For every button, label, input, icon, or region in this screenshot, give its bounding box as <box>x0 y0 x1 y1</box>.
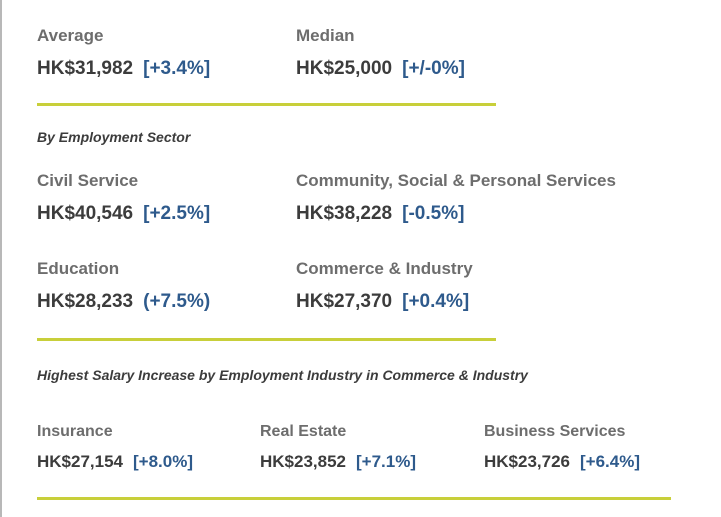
left-border-rule <box>0 0 2 517</box>
industry-item-value-row: HK$27,154 [+8.0%] <box>37 452 193 472</box>
sector-item: Education HK$28,233 (+7.5%) <box>37 259 210 313</box>
sector-item-amount: HK$40,546 <box>37 203 134 224</box>
median-amount: HK$25,000 <box>296 58 393 79</box>
industry-item-value-row: HK$23,726 [+6.4%] <box>484 452 640 472</box>
sector-heading: By Employment Sector <box>37 129 191 145</box>
industry-item-amount: HK$23,726 <box>484 452 571 471</box>
median-change: [+/-0%] <box>402 58 465 79</box>
sector-item-amount: HK$27,370 <box>296 291 393 312</box>
sector-item-label: Civil Service <box>37 171 139 190</box>
sector-item-change: [+0.4%] <box>402 291 470 312</box>
industry-item-amount: HK$23,852 <box>260 452 347 471</box>
average-label: Average <box>37 26 104 45</box>
industry-heading: Highest Salary Increase by Employment In… <box>37 367 528 383</box>
median-value-row: HK$25,000 [+/-0%] <box>296 58 465 80</box>
sector-item-value-row: HK$40,546 [+2.5%] <box>37 203 210 225</box>
sector-item-amount: HK$38,228 <box>296 203 393 224</box>
industry-item-label: Business Services <box>484 423 626 440</box>
average-value-row: HK$31,982 [+3.4%] <box>37 58 210 80</box>
sector-item-label: Education <box>37 259 120 278</box>
industry-item-change: [+6.4%] <box>580 452 641 471</box>
industry-item: Insurance HK$27,154 [+8.0%] <box>37 423 193 472</box>
industry-item-value-row: HK$23,852 [+7.1%] <box>260 452 416 472</box>
divider-overall <box>37 103 496 106</box>
sector-item-label: Community, Social & Personal Services <box>296 171 616 190</box>
industry-item-amount: HK$27,154 <box>37 452 124 471</box>
median-stat: Median HK$25,000 [+/-0%] <box>296 26 465 80</box>
sector-item-change: (+7.5%) <box>143 291 211 312</box>
industry-item-change: [+8.0%] <box>133 452 194 471</box>
average-stat: Average HK$31,982 [+3.4%] <box>37 26 210 80</box>
sector-item-value-row: HK$28,233 (+7.5%) <box>37 291 210 313</box>
sector-item-change: [+2.5%] <box>143 203 211 224</box>
industry-item: Real Estate HK$23,852 [+7.1%] <box>260 423 416 472</box>
sector-item-label: Commerce & Industry <box>296 259 473 278</box>
divider-sector <box>37 338 496 341</box>
industry-item-label: Real Estate <box>260 423 347 440</box>
sector-item-amount: HK$28,233 <box>37 291 134 312</box>
sector-item: Community, Social & Personal Services HK… <box>296 171 616 225</box>
sector-item-change: [-0.5%] <box>402 203 465 224</box>
average-amount: HK$31,982 <box>37 58 134 79</box>
average-change: [+3.4%] <box>143 58 211 79</box>
industry-item-change: [+7.1%] <box>356 452 417 471</box>
sector-item-value-row: HK$27,370 [+0.4%] <box>296 291 473 313</box>
industry-item-label: Insurance <box>37 423 113 440</box>
sector-item: Commerce & Industry HK$27,370 [+0.4%] <box>296 259 473 313</box>
divider-industry <box>37 497 671 500</box>
sector-item-value-row: HK$38,228 [-0.5%] <box>296 203 616 225</box>
industry-item: Business Services HK$23,726 [+6.4%] <box>484 423 640 472</box>
sector-item: Civil Service HK$40,546 [+2.5%] <box>37 171 210 225</box>
median-label: Median <box>296 26 355 45</box>
